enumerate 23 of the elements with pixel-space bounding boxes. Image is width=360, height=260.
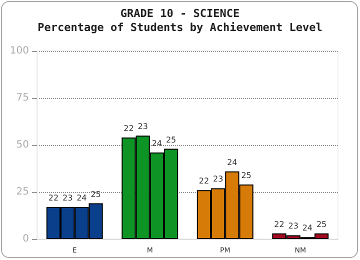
series-label: 23	[62, 194, 73, 203]
y-tick-label: 100	[10, 46, 29, 56]
series-label: 25	[90, 190, 101, 199]
text: 22	[274, 220, 284, 229]
series-label: 24	[76, 194, 87, 203]
text: 24	[227, 158, 238, 167]
chart-title: GRADE 10 - SCIENCE	[120, 7, 240, 20]
y-tick-label: 50	[16, 140, 29, 150]
text: 23	[212, 174, 224, 184]
text: 22	[198, 176, 210, 186]
text: 25	[316, 220, 327, 229]
text: 23	[138, 122, 148, 132]
text: 25	[166, 135, 176, 144]
text: 24	[152, 139, 162, 148]
text: 24	[302, 224, 313, 233]
y-tick-label: 75	[16, 92, 29, 104]
y-tick-label: 25	[16, 186, 29, 198]
chart-subtitle: Percentage of Students by Achievement Level	[38, 21, 322, 34]
text: 25	[241, 170, 252, 180]
text: 23	[288, 222, 298, 231]
series-label: 22	[48, 194, 59, 203]
text: 22	[124, 124, 134, 133]
y-tick-label: 0	[22, 234, 29, 244]
